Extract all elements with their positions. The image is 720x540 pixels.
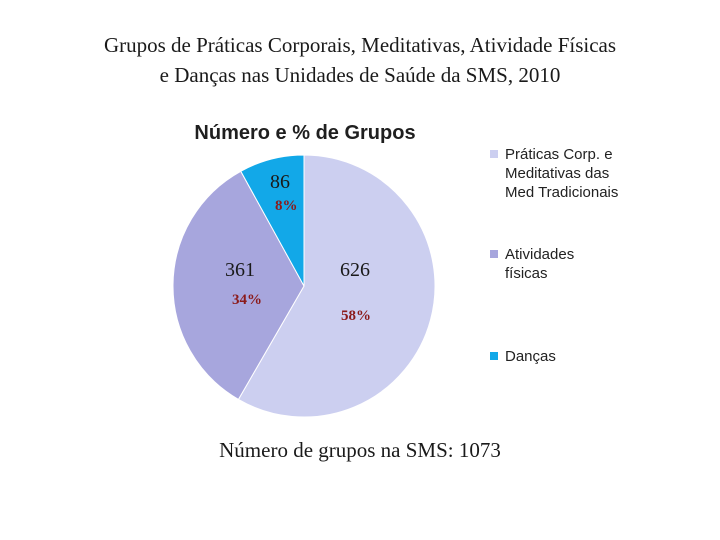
legend-item-atividades: Atividades físicas	[490, 245, 574, 283]
slide-title: Grupos de Práticas Corporais, Meditativa…	[20, 30, 700, 90]
legend-swatch-praticas	[490, 150, 498, 158]
legend-label-praticas-line-1: Práticas Corp. e	[505, 146, 613, 163]
legend-label-praticas-line-3: Med Tradicionais	[505, 184, 619, 201]
legend-label-praticas-line-2: Meditativas das	[505, 165, 610, 182]
footer-total-groups: Número de grupos na SMS: 1073	[219, 438, 501, 462]
slice-atividades	[172, 170, 305, 401]
chart-title: Número e % de Grupos	[194, 122, 416, 144]
slice-value-label-atividades: 361	[225, 259, 255, 281]
legend-item-dancas: Danças	[490, 347, 556, 366]
slice-dancas	[240, 154, 305, 287]
slice-praticas	[237, 154, 436, 418]
legend-label-atividades-line-2: físicas	[505, 265, 548, 282]
legend-swatch-dancas	[490, 352, 498, 360]
slice-percent-label-praticas: 58%	[341, 308, 371, 324]
legend-label-dancas: Danças	[505, 348, 556, 365]
legend-item-praticas: Práticas Corp. e Meditativas das Med Tra…	[490, 145, 618, 202]
slice-percent-label-dancas: 8%	[275, 198, 298, 214]
slide-title-line-1: Grupos de Práticas Corporais, Meditativa…	[103, 33, 617, 57]
slice-value-label-dancas: 86	[270, 171, 290, 193]
slice-value-label-praticas: 626	[340, 259, 370, 281]
legend-swatch-atividades	[490, 250, 498, 258]
slide-title-line-2: e Danças nas Unidades de Saúde da SMS, 2…	[159, 63, 561, 87]
legend-label-atividades-line-1: Atividades	[505, 246, 575, 263]
slice-percent-label-atividades: 34%	[232, 292, 262, 308]
